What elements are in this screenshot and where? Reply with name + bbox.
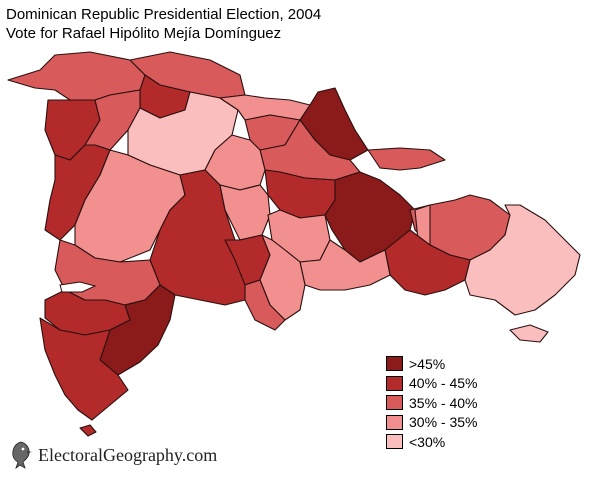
legend-label: >45% <box>409 355 446 372</box>
province-samana <box>367 147 446 171</box>
legend-label: <30% <box>409 433 446 450</box>
legend-swatch-30-35 <box>386 414 403 430</box>
province-barahona <box>99 284 176 376</box>
legend-swatch-35-40 <box>386 395 403 411</box>
province-santiago-rodriguez <box>84 89 141 151</box>
map-title: Dominican Republic Presidential Election… <box>6 5 321 43</box>
legend: >45% 40% - 45% 35% - 40% 30% - 35% <30% <box>386 354 477 452</box>
province-santo-domingo-east <box>299 239 391 291</box>
footer-site-name: ElectoralGeography.com <box>38 444 218 465</box>
legend-swatch-over45 <box>386 356 403 372</box>
province-la-altagracia <box>464 204 581 316</box>
legend-swatch-under30 <box>386 434 403 450</box>
province-saona-island <box>509 324 549 343</box>
legend-label: 30% - 35% <box>409 414 478 431</box>
legend-label: 35% - 40% <box>409 394 478 411</box>
legend-item: 40% - 45% <box>386 374 477 394</box>
province-san-pedro <box>384 229 471 296</box>
legend-item: 35% - 40% <box>386 393 477 413</box>
legend-item: <30% <box>386 432 477 452</box>
lake-enriquillo <box>59 281 97 293</box>
footer: ElectoralGeography.com <box>8 440 217 470</box>
legend-swatch-40-45 <box>386 375 403 391</box>
province-san-cristobal <box>244 279 286 331</box>
province-san-juan <box>74 149 186 263</box>
title-line-2: Vote for Rafael Hipólito Mejía Domínguez <box>6 25 282 42</box>
legend-label: 40% - 45% <box>409 375 478 392</box>
title-line-1: Dominican Republic Presidential Election… <box>6 6 322 23</box>
legend-item: 30% - 35% <box>386 413 477 433</box>
province-santo-domingo-west <box>259 234 306 321</box>
province-pedernales <box>39 317 129 421</box>
province-beata-island <box>79 424 97 437</box>
legend-item: >45% <box>386 354 477 374</box>
eagle-logo-icon <box>12 441 32 470</box>
